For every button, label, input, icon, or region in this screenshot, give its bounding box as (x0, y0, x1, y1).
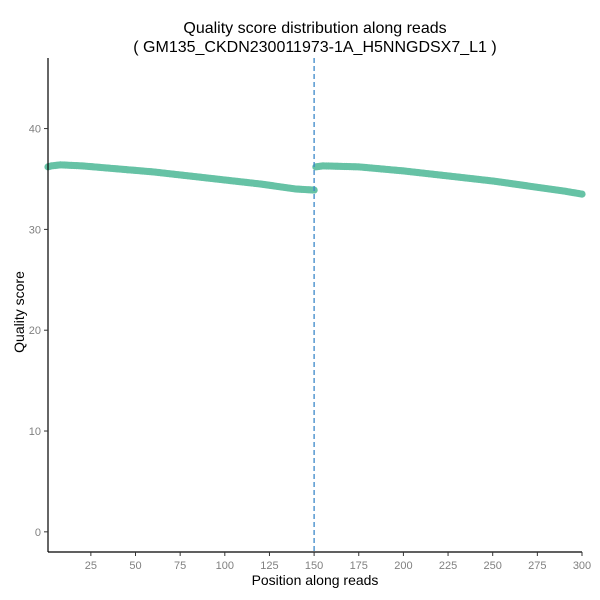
x-tick-label: 200 (394, 560, 412, 572)
x-tick-label: 225 (439, 560, 457, 572)
data-points (44, 161, 586, 198)
y-axis-ticks: 0 10 20 30 40 (29, 124, 48, 539)
x-axis-ticks: 25 50 75 100 125 150 175 200 225 250 275 300 (85, 552, 591, 572)
x-tick-label: 175 (350, 560, 368, 572)
x-tick-label: 150 (305, 560, 323, 572)
y-tick-label: 0 (35, 527, 41, 539)
x-tick-label: 50 (129, 560, 141, 572)
y-tick-label: 40 (29, 124, 41, 136)
x-tick-label: 275 (528, 560, 546, 572)
x-tick-label: 100 (216, 560, 234, 572)
chart-title: Quality score distribution along reads (183, 20, 446, 37)
y-tick-label: 30 (29, 224, 41, 236)
x-tick-label: 250 (484, 560, 502, 572)
data-point (578, 190, 586, 198)
x-tick-label: 125 (260, 560, 278, 572)
x-tick-label: 300 (573, 560, 591, 572)
y-tick-label: 10 (29, 426, 41, 438)
y-axis-label: Quality score (11, 271, 27, 353)
x-axis-label: Position along reads (252, 572, 379, 588)
y-tick-label: 20 (29, 325, 41, 337)
x-tick-label: 75 (174, 560, 186, 572)
x-tick-label: 25 (85, 560, 97, 572)
chart-subtitle: ( GM135_CKDN230011973-1A_H5NNGDSX7_L1 ) (133, 39, 496, 56)
